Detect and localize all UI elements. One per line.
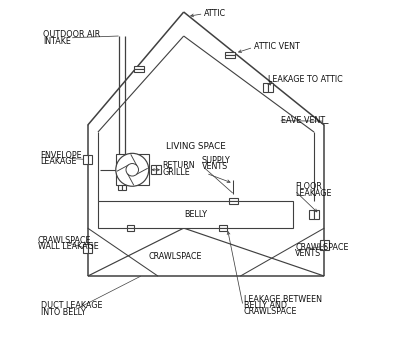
Text: CRAWLSPACE: CRAWLSPACE xyxy=(295,243,349,252)
Bar xyxy=(320,240,324,250)
Bar xyxy=(324,240,329,250)
Bar xyxy=(219,228,227,231)
Bar xyxy=(127,228,134,231)
Text: RETURN: RETURN xyxy=(162,161,195,170)
Text: GRILLE: GRILLE xyxy=(162,168,190,177)
Text: CRAWLSPACE: CRAWLSPACE xyxy=(38,236,91,245)
Text: VENTS: VENTS xyxy=(295,249,321,258)
Circle shape xyxy=(116,153,149,186)
Bar xyxy=(229,198,238,201)
Bar xyxy=(156,165,161,174)
Text: ATTIC: ATTIC xyxy=(204,9,227,18)
Bar xyxy=(134,69,144,72)
Text: EAVE VENT: EAVE VENT xyxy=(281,116,325,125)
Bar xyxy=(127,225,134,228)
Bar xyxy=(98,201,293,228)
Text: FLOOR: FLOOR xyxy=(295,182,322,191)
Bar xyxy=(88,155,92,164)
Bar xyxy=(225,55,235,58)
Text: CRAWLSPACE: CRAWLSPACE xyxy=(244,307,297,316)
Text: CRAWLSPACE: CRAWLSPACE xyxy=(148,252,202,261)
Bar xyxy=(117,156,122,163)
Text: SUPPLY: SUPPLY xyxy=(202,156,231,165)
Text: BELLY AND: BELLY AND xyxy=(244,301,287,310)
Text: WALL LEAKAGE: WALL LEAKAGE xyxy=(38,242,99,251)
Text: LEAKAGE BETWEEN: LEAKAGE BETWEEN xyxy=(244,295,322,304)
Text: LEAKAGE: LEAKAGE xyxy=(41,157,77,166)
Text: ENVELOPE: ENVELOPE xyxy=(41,151,82,159)
Bar xyxy=(122,156,126,163)
Bar xyxy=(122,182,126,190)
Text: DUCT LEAKAGE: DUCT LEAKAGE xyxy=(41,301,103,310)
Text: ATTIC VENT: ATTIC VENT xyxy=(254,42,300,51)
Text: LEAKAGE: LEAKAGE xyxy=(295,189,332,198)
Bar xyxy=(117,182,122,190)
Bar xyxy=(268,83,273,92)
Text: LEAKAGE TO ATTIC: LEAKAGE TO ATTIC xyxy=(268,75,342,84)
Bar xyxy=(225,52,235,55)
Text: INTAKE: INTAKE xyxy=(43,37,71,46)
Text: OUTDOOR AIR: OUTDOOR AIR xyxy=(43,30,101,39)
Text: LIVING SPACE: LIVING SPACE xyxy=(166,142,226,151)
Bar xyxy=(134,66,144,69)
Bar xyxy=(263,83,268,92)
Bar xyxy=(314,210,319,219)
Bar xyxy=(88,244,92,253)
Text: INTO BELLY: INTO BELLY xyxy=(41,308,86,317)
Bar xyxy=(116,154,149,185)
Bar xyxy=(309,210,314,219)
Bar xyxy=(219,225,227,228)
Text: VENTS: VENTS xyxy=(202,162,228,171)
Bar xyxy=(229,201,238,204)
Text: BELLY: BELLY xyxy=(184,210,207,219)
Bar xyxy=(151,165,156,174)
Bar xyxy=(83,244,88,253)
Bar xyxy=(83,155,88,164)
